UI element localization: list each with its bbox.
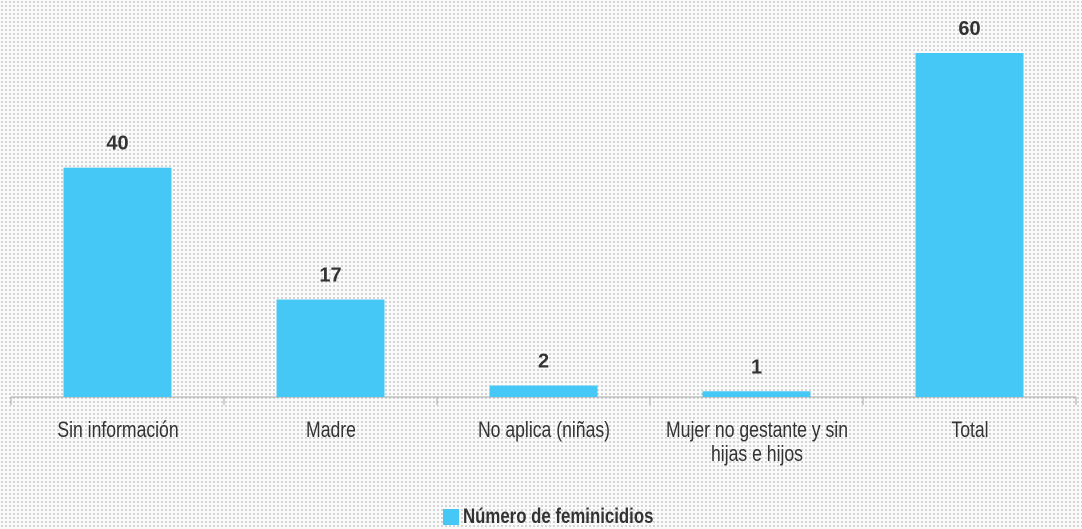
x-tick-label: Mujer no gestante y sin hijas e hijos [665,417,848,466]
bar [702,391,811,397]
bar [63,167,172,397]
value-label: 17 [319,265,341,287]
value-label: 60 [958,18,980,40]
bar [915,53,1024,397]
value-label: 2 [538,351,549,373]
value-label: 1 [751,356,762,378]
x-tick-label: Total [950,417,989,442]
x-tick-label: Madre [305,417,356,442]
bar [489,385,598,397]
value-label: 40 [106,133,128,155]
legend-label: Número de feminicidios [463,505,654,528]
x-tick-label: No aplica (niñas) [477,417,610,442]
bar [276,299,385,397]
x-tick-label: Sin información [56,417,179,442]
legend-swatch [443,509,459,525]
legend: Número de feminicidios [443,505,701,529]
